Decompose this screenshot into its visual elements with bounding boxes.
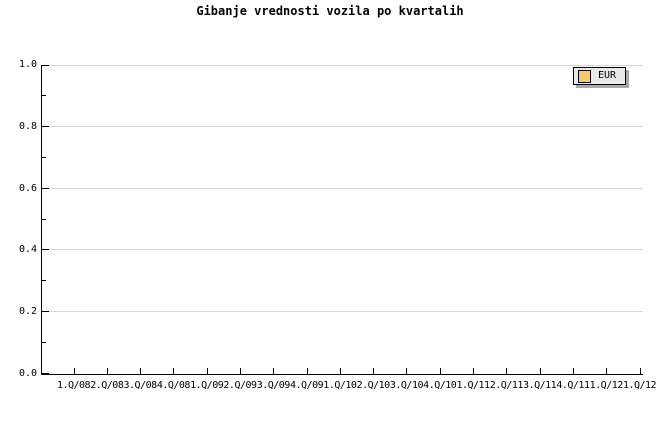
x-major-tick — [240, 368, 241, 374]
x-tick-label: 1.Q/12 — [589, 380, 624, 391]
y-tick-label: 0.4 — [18, 244, 37, 255]
x-major-tick — [606, 368, 607, 374]
x-major-tick — [74, 368, 75, 374]
y-gridline — [42, 311, 643, 312]
x-tick-label: 3.Q/08 — [123, 380, 158, 391]
chart-title: Gibanje vrednosti vozila po kvartalih — [196, 4, 464, 18]
y-gridline — [42, 65, 643, 66]
y-gridline — [42, 188, 643, 189]
x-major-tick — [540, 368, 541, 374]
y-tick-label: 0.0 — [18, 368, 37, 379]
y-tick-label: 1.0 — [18, 59, 37, 70]
legend-series-label: EUR — [598, 70, 617, 81]
x-tick-label: 3.Q/11 — [523, 380, 557, 391]
y-tick-label: 0.6 — [18, 183, 37, 194]
y-major-tick — [42, 126, 49, 127]
y-axis-labels: 0.0 0.2 0.4 0.6 0.8 1.0 — [0, 0, 37, 440]
y-tick-label: 0.2 — [18, 306, 37, 317]
x-tick-label: 1.Q/10 — [323, 380, 357, 391]
x-major-tick — [506, 368, 507, 374]
x-tick-label: 2.Q/08 — [90, 380, 124, 391]
x-major-tick — [473, 368, 474, 374]
x-tick-label: 4.Q/08 — [156, 380, 191, 391]
y-minor-tick — [42, 280, 46, 281]
y-major-tick — [42, 188, 49, 189]
x-major-tick — [373, 368, 374, 374]
legend-box: EUR — [573, 67, 626, 85]
y-tick-label: 0.8 — [18, 121, 37, 132]
x-major-tick — [107, 368, 108, 374]
x-major-tick — [273, 368, 274, 374]
x-tick-label: 2.Q/10 — [356, 380, 391, 391]
y-major-tick — [42, 311, 49, 312]
x-tick-label: 4.Q/10 — [423, 380, 457, 391]
x-major-tick — [573, 368, 574, 374]
x-major-tick — [207, 368, 208, 374]
x-tick-label: 1.Q/09 — [190, 380, 224, 391]
y-major-tick — [42, 65, 49, 66]
x-tick-label: 3.Q/10 — [389, 380, 424, 391]
x-tick-label: 4.Q/09 — [289, 380, 324, 391]
x-tick-label: 1.Q/12 — [622, 380, 657, 391]
x-tick-label: 1.Q/11 — [456, 380, 490, 391]
x-tick-label: 2.Q/11 — [489, 380, 524, 391]
y-major-tick — [42, 249, 49, 250]
y-minor-tick — [42, 342, 46, 343]
y-minor-tick — [42, 157, 46, 158]
y-major-tick — [42, 373, 49, 374]
x-major-tick — [440, 368, 441, 374]
legend-series-swatch-icon — [578, 69, 591, 83]
x-major-tick — [140, 368, 141, 374]
x-major-tick — [340, 368, 341, 374]
x-major-tick — [640, 368, 641, 374]
x-tick-label: 4.Q/11 — [556, 380, 590, 391]
y-minor-tick — [42, 95, 46, 96]
y-gridline — [42, 126, 643, 127]
x-tick-label: 1.Q/08 — [56, 380, 91, 391]
x-major-tick — [173, 368, 174, 374]
y-minor-tick — [42, 219, 46, 220]
x-tick-label: 3.Q/09 — [256, 380, 291, 391]
x-major-tick — [406, 368, 407, 374]
x-major-tick — [307, 368, 308, 374]
plot-area — [41, 65, 643, 375]
x-tick-label: 2.Q/09 — [223, 380, 257, 391]
y-gridline — [42, 249, 643, 250]
